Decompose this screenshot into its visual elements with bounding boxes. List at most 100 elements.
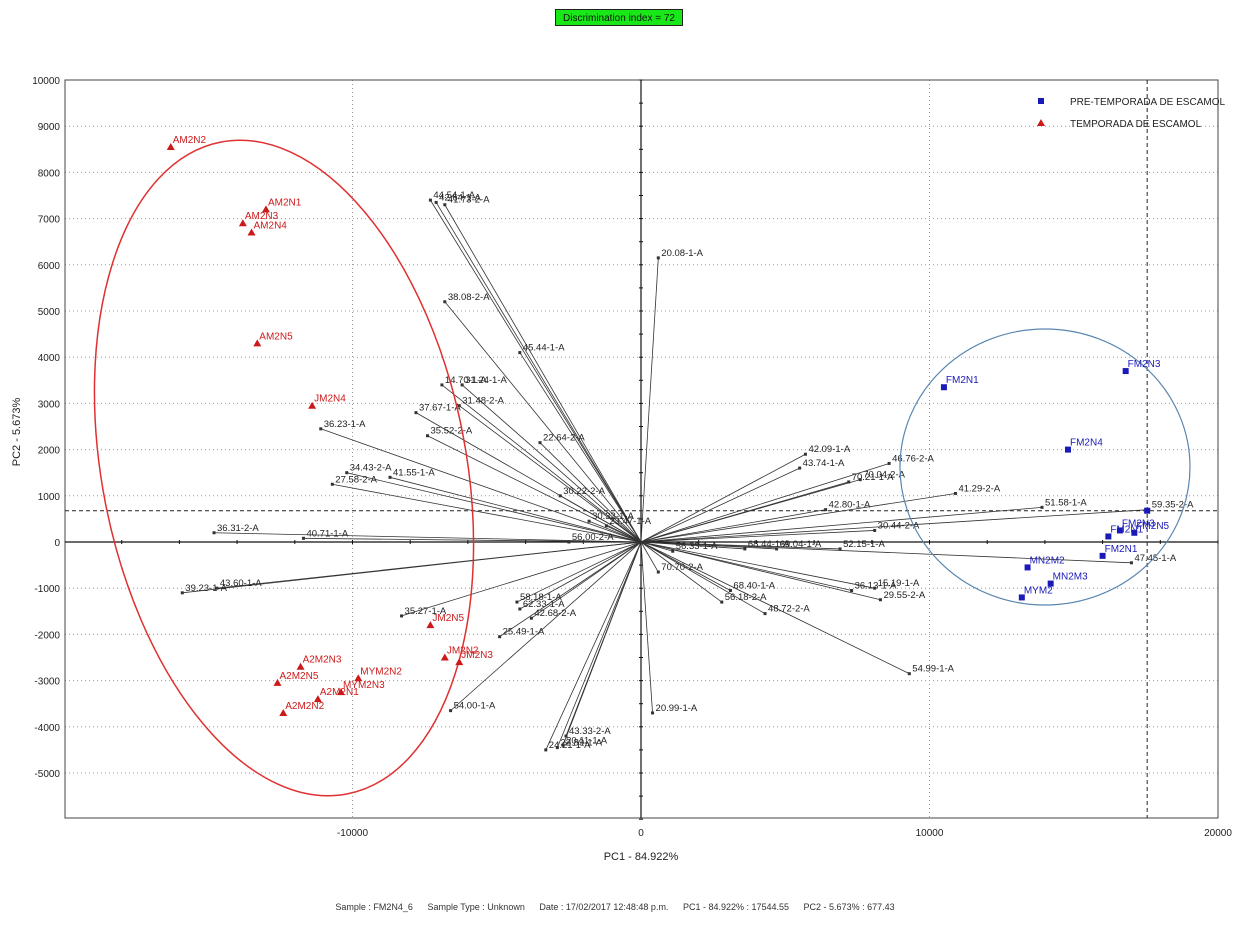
loading-point <box>434 200 438 204</box>
loading-point <box>561 743 565 747</box>
loading-vector <box>545 541 642 751</box>
loading-vector <box>640 506 1043 543</box>
loading-vector <box>640 541 659 573</box>
loading-vector <box>640 509 826 543</box>
y-axis-label: PC2 - 5.673% <box>11 398 23 467</box>
loading-label: 37.67-1-A <box>419 403 461 414</box>
footer-sample: Sample : FM2N4_6 <box>335 902 413 912</box>
loading-point <box>440 383 444 387</box>
loading-point <box>388 475 392 479</box>
loading-label: 54.99-1-A <box>912 664 954 675</box>
loading-label: 30.33-1-A <box>592 511 634 522</box>
loading-label: 70.04-2-A <box>863 470 905 481</box>
loading-point <box>1129 561 1133 565</box>
loading-label: 42.68-2-A <box>534 608 576 619</box>
loading-vector <box>516 541 642 603</box>
loading-point <box>728 589 732 593</box>
temporada-point <box>440 653 449 661</box>
loading-point <box>558 494 562 498</box>
loading-label: 56.33-1-A <box>676 541 718 552</box>
x-tick-label: 10000 <box>916 828 944 839</box>
point-label: A2M2N5 <box>279 671 318 682</box>
loading-point <box>824 508 828 512</box>
point-label: JM2N3 <box>461 650 493 661</box>
loading-point <box>426 434 430 438</box>
loading-label: 42.09-1-A <box>808 444 850 455</box>
temporada-point <box>308 401 317 409</box>
pre-temporada-point <box>1144 507 1151 514</box>
discrimination-index-badge: Discrimination index = 72 <box>555 9 683 26</box>
loading-vector <box>427 435 642 543</box>
loading-label: 30.44-2-A <box>878 520 920 531</box>
temporada-point <box>296 662 305 670</box>
loading-point <box>847 480 851 484</box>
loading-vector <box>640 463 890 543</box>
loading-vectors: 36.31-2-A 40.71-1-A 39.23-1-A43.60-1-A 36.2… <box>180 190 1194 752</box>
loading-vector <box>444 204 642 543</box>
group-ellipses <box>93 139 1191 797</box>
x-tick-label: -10000 <box>337 828 369 839</box>
loading-label: 70.70-2-A <box>661 562 703 573</box>
loading-point <box>428 198 432 202</box>
point-label: AM2N3 <box>245 211 279 222</box>
legend-label-temp: TEMPORADA DE ESCAMOL <box>1070 119 1202 130</box>
loading-vector <box>216 541 642 589</box>
point-label: FM2N5 <box>1136 521 1169 532</box>
y-tick-label: 1000 <box>38 492 61 503</box>
loading-vector <box>332 483 642 543</box>
loading-vector <box>389 476 642 543</box>
loading-label: 42.64-1-A <box>439 192 481 203</box>
loading-label: 36.31-2-A <box>217 523 259 534</box>
temporada-ellipse <box>93 139 475 797</box>
loading-label: 62.33-1-A <box>523 599 565 610</box>
loading-label: 56.18-2-A <box>725 592 767 603</box>
loading-label: 70.21-1-A <box>852 472 894 483</box>
loading-vector <box>640 541 723 603</box>
loading-point <box>1040 505 1044 509</box>
loading-point <box>538 441 542 445</box>
loading-point <box>604 524 608 528</box>
loading-point <box>400 614 404 618</box>
y-tick-label: 6000 <box>38 261 61 272</box>
pre-temporada-point <box>1024 564 1031 571</box>
y-tick-label: -5000 <box>34 769 60 780</box>
loading-point <box>449 709 453 713</box>
loading-label: 41.29-2-A <box>958 483 1000 494</box>
loading-label: 43.60-1-A <box>220 578 262 589</box>
point-label: MN2M2 <box>1030 555 1065 566</box>
pre-temporada-point <box>1018 594 1025 601</box>
loading-vector <box>588 520 642 543</box>
temporada-point <box>261 205 270 213</box>
pre-temporada-point <box>1064 446 1071 453</box>
loading-label: 39.23-1-A <box>185 583 227 594</box>
loading-label: 30.22-2-A <box>563 486 605 497</box>
loading-vector <box>461 384 642 543</box>
loading-vector <box>444 301 642 543</box>
loading-vector <box>640 541 653 713</box>
loading-label: 38.08-2-A <box>448 292 490 303</box>
y-tick-label: 3000 <box>38 399 61 410</box>
loading-label: 20.08-1-A <box>661 248 703 259</box>
pre-temporada-point <box>1122 368 1129 375</box>
y-tick-label: -1000 <box>34 584 60 595</box>
loading-point <box>720 600 724 604</box>
loading-label: 52.15-1-A <box>843 539 885 550</box>
x-tick-label: 20000 <box>1204 828 1232 839</box>
loading-label: 36.23-1-A <box>324 419 366 430</box>
y-tick-label: -2000 <box>34 630 60 641</box>
loading-label: 44.54-1-A <box>433 190 475 201</box>
loading-label: 47.45-1-A <box>1134 553 1176 564</box>
temporada-point <box>273 678 282 686</box>
x-tick-label: 0 <box>638 828 644 839</box>
loading-label: 43.33-2-A <box>569 726 611 737</box>
point-label: AM2N2 <box>173 135 207 146</box>
loading-vector <box>320 428 642 543</box>
loading-point <box>953 491 957 495</box>
loading-vector <box>346 472 642 543</box>
loading-label: 35.52-2-A <box>431 426 473 437</box>
pre-temporada-point <box>1131 529 1138 536</box>
loading-vector <box>519 352 642 543</box>
point-label: AM2N4 <box>254 220 288 231</box>
chart-axes <box>64 79 1219 820</box>
